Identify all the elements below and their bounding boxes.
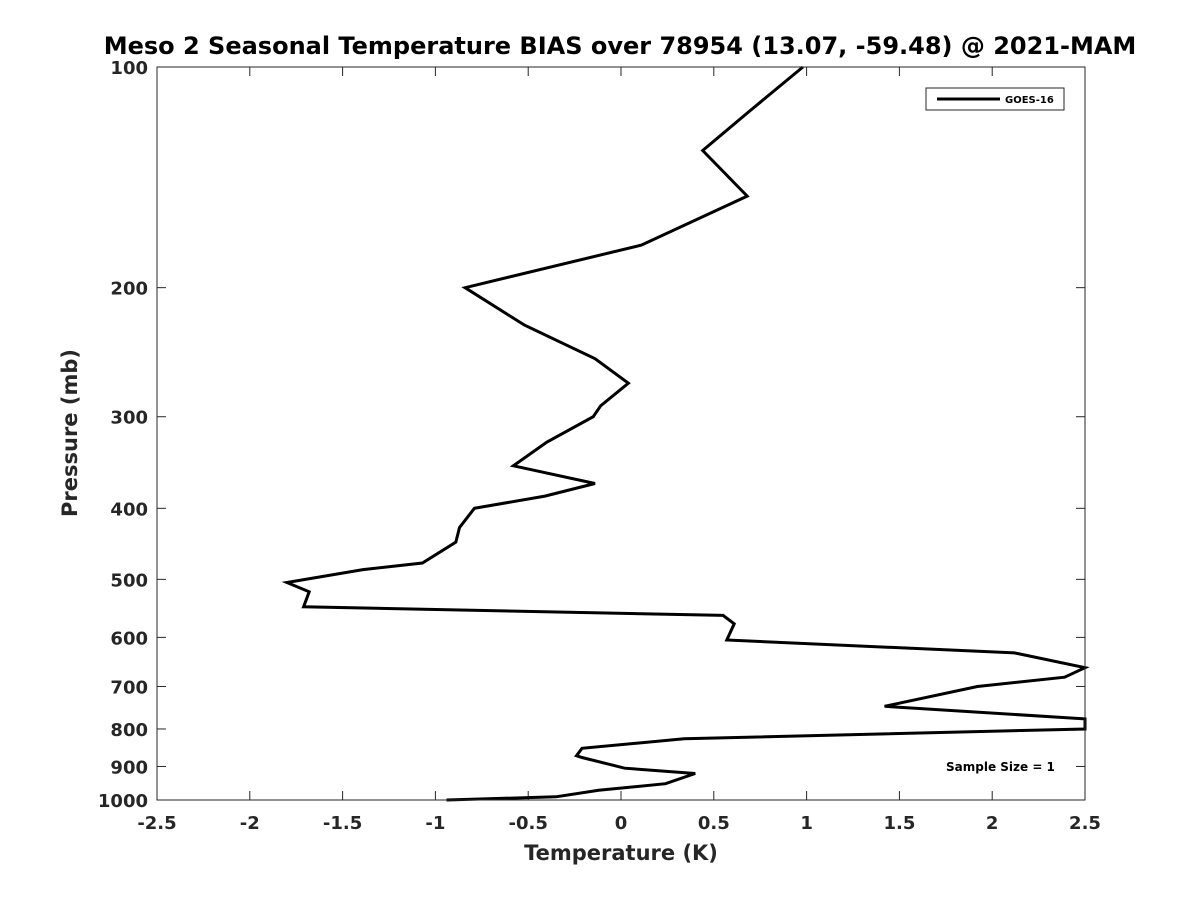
x-tick-label: 2 (986, 813, 999, 834)
y-tick-label: 100 (110, 58, 148, 79)
y-tick-label: 200 (110, 279, 148, 300)
x-tick-label: -2 (240, 813, 260, 834)
y-tick-label: 400 (110, 499, 148, 520)
y-tick-label: 500 (110, 570, 148, 591)
legend: GOES-16 (925, 87, 1065, 111)
y-axis-ticks: 100 200 300 400 500 600 700 800 900 1000 (98, 58, 1085, 812)
x-tick-label: -1.5 (323, 813, 362, 834)
chart-title: Meso 2 Seasonal Temperature BIAS over 78… (104, 32, 1137, 60)
y-tick-label: 800 (110, 720, 148, 741)
x-tick-label: -0.5 (509, 813, 548, 834)
x-axis-ticks: -2.5 -2 -1.5 -1 -0.5 0 0.5 1 1.5 2 2.5 (137, 67, 1101, 834)
y-tick-label: 700 (110, 677, 148, 698)
sample-size-annotation: Sample Size = 1 (946, 760, 1055, 774)
y-tick-label: 1000 (98, 791, 148, 812)
series-line-goes-16 (281, 65, 1090, 802)
y-tick-label: 600 (110, 628, 148, 649)
x-tick-label: 0.5 (698, 813, 730, 834)
plot-area-frame (156, 66, 1086, 801)
x-tick-label: -1 (425, 813, 445, 834)
x-tick-label: 1.5 (883, 813, 915, 834)
x-axis-label: Temperature (K) (524, 841, 718, 865)
y-tick-label: 900 (110, 757, 148, 778)
legend-label-goes-16: GOES-16 (1005, 95, 1054, 106)
y-axis-label: Pressure (mb) (58, 349, 82, 517)
y-tick-label: 300 (110, 408, 148, 429)
x-tick-label: -2.5 (137, 813, 176, 834)
x-tick-label: 1 (800, 813, 813, 834)
x-tick-label: 0 (615, 813, 628, 834)
x-tick-label: 2.5 (1069, 813, 1101, 834)
